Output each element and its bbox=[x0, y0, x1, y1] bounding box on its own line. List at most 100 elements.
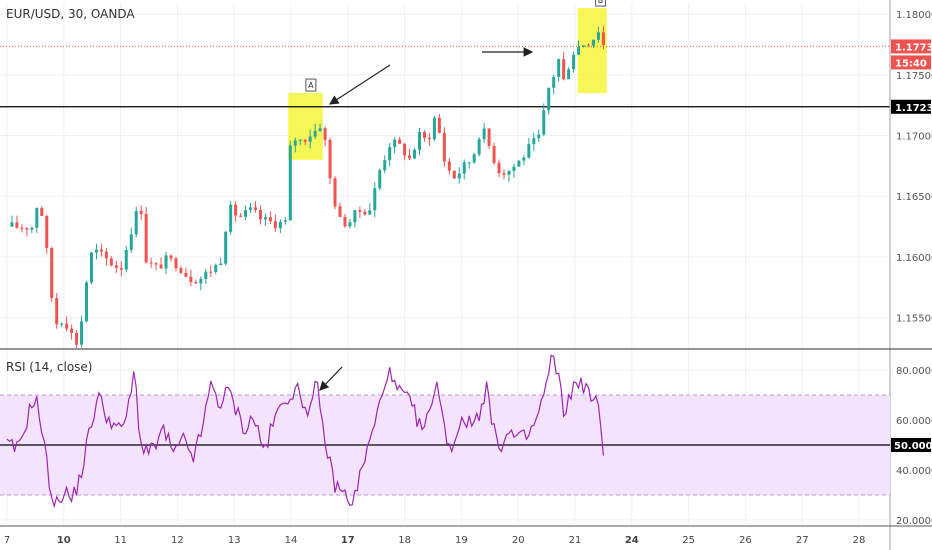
candle-body bbox=[467, 162, 471, 164]
candle-body bbox=[55, 298, 59, 325]
candle-body bbox=[99, 249, 103, 252]
candle-body bbox=[388, 147, 392, 161]
candle-body bbox=[174, 258, 178, 269]
candle-body bbox=[432, 117, 436, 140]
candle-body bbox=[239, 215, 243, 217]
candle-body bbox=[527, 144, 531, 158]
highlight-box bbox=[577, 8, 607, 94]
candle-body bbox=[50, 247, 54, 299]
level-tag: 1.17237 bbox=[895, 103, 932, 114]
candle-body bbox=[333, 178, 337, 207]
candle-body bbox=[104, 251, 108, 259]
candle-body bbox=[15, 222, 19, 228]
candle-body bbox=[159, 264, 163, 269]
candle-body bbox=[398, 139, 402, 144]
candle-body bbox=[577, 46, 581, 55]
candle-body bbox=[323, 128, 327, 140]
rsi-tick-label: 40.0000 bbox=[896, 466, 932, 477]
countdown-tag-bg bbox=[891, 55, 931, 70]
candle-body bbox=[318, 128, 322, 131]
candle-body bbox=[249, 207, 253, 211]
candle-body bbox=[189, 276, 193, 283]
candle-body bbox=[512, 166, 516, 171]
candle-body bbox=[532, 138, 536, 145]
candle-body bbox=[94, 249, 98, 253]
candle-body bbox=[472, 154, 476, 163]
candle-body bbox=[502, 173, 506, 175]
candle-body bbox=[144, 214, 148, 263]
candle-body bbox=[40, 208, 44, 217]
time-tick-label: 7 bbox=[4, 535, 10, 546]
candle-body bbox=[214, 265, 218, 273]
time-tick-label: 20 bbox=[512, 535, 525, 546]
price-tick-label: 1.15500 bbox=[896, 314, 932, 325]
time-tick-label: 25 bbox=[682, 535, 695, 546]
time-axis[interactable]: 7 10 11 12 13 14 17 18 19 20 21 24 25 26 27 28 bbox=[0, 525, 932, 546]
candle-body bbox=[413, 149, 417, 159]
candle-body bbox=[557, 59, 561, 77]
candle-body bbox=[517, 160, 521, 167]
candle-body bbox=[522, 157, 526, 161]
current-price-tag: 1.17734 bbox=[895, 42, 932, 53]
candle-body bbox=[65, 323, 69, 329]
candle-body bbox=[139, 210, 143, 215]
time-tick-label: 24 bbox=[625, 535, 639, 546]
candle-body bbox=[45, 216, 49, 248]
candle-body bbox=[328, 139, 332, 179]
candle-body bbox=[477, 139, 481, 155]
candle-body bbox=[442, 132, 446, 162]
price-tick-label: 1.16000 bbox=[896, 253, 932, 264]
candle-body bbox=[80, 321, 84, 345]
rsi-midline-tag-bg bbox=[891, 438, 931, 452]
level-tag-bg bbox=[891, 99, 931, 114]
time-tick-label: 10 bbox=[57, 535, 71, 546]
time-tick-label: 27 bbox=[796, 535, 809, 546]
candle-body bbox=[358, 210, 362, 212]
candle-body bbox=[308, 136, 312, 142]
candle-body bbox=[134, 210, 138, 235]
candle-body bbox=[89, 252, 93, 283]
candle-body bbox=[507, 170, 511, 175]
candle-body bbox=[586, 45, 590, 47]
candle-body bbox=[75, 332, 79, 345]
candle-body bbox=[353, 210, 357, 223]
time-tick-label: 14 bbox=[285, 535, 298, 546]
candle-body bbox=[169, 255, 173, 259]
annotation-marker-label: A bbox=[308, 81, 314, 90]
candle-body bbox=[70, 328, 74, 333]
candle-body bbox=[393, 139, 397, 148]
candle-body bbox=[149, 262, 153, 264]
candle-body bbox=[164, 255, 168, 269]
time-tick-label: 18 bbox=[398, 535, 411, 546]
candlestick-series bbox=[10, 26, 605, 348]
candle-body bbox=[10, 222, 14, 227]
arrow-to-a bbox=[328, 64, 391, 105]
candle-body bbox=[437, 117, 441, 133]
annotation-arrows: AB bbox=[305, 0, 607, 105]
candle-body bbox=[283, 220, 287, 222]
time-tick-label: 28 bbox=[853, 535, 866, 546]
candle-body bbox=[278, 221, 282, 229]
candle-body bbox=[229, 204, 233, 232]
candle-body bbox=[303, 139, 307, 142]
candle-body bbox=[547, 87, 551, 111]
candle-body bbox=[124, 249, 128, 270]
rsi-tick-label: 60.0000 bbox=[896, 416, 932, 427]
rsi-pane[interactable]: 20.0000 40.0000 60.0000 80.0000 50.0000 bbox=[0, 354, 932, 527]
rsi-axis[interactable]: 20.0000 40.0000 60.0000 80.0000 50.0000 bbox=[891, 366, 932, 527]
candle-body bbox=[109, 258, 113, 266]
candle-body bbox=[542, 110, 546, 135]
rsi-tick-label: 80.0000 bbox=[896, 366, 932, 377]
candle-body bbox=[129, 234, 133, 250]
time-tick-label: 12 bbox=[171, 535, 184, 546]
candle-body bbox=[234, 204, 238, 216]
highlight-box bbox=[288, 93, 323, 160]
candle-body bbox=[482, 128, 486, 140]
candle-body bbox=[219, 263, 223, 266]
candle-body bbox=[263, 217, 267, 220]
candle-body bbox=[403, 143, 407, 156]
candle-body bbox=[383, 160, 387, 171]
